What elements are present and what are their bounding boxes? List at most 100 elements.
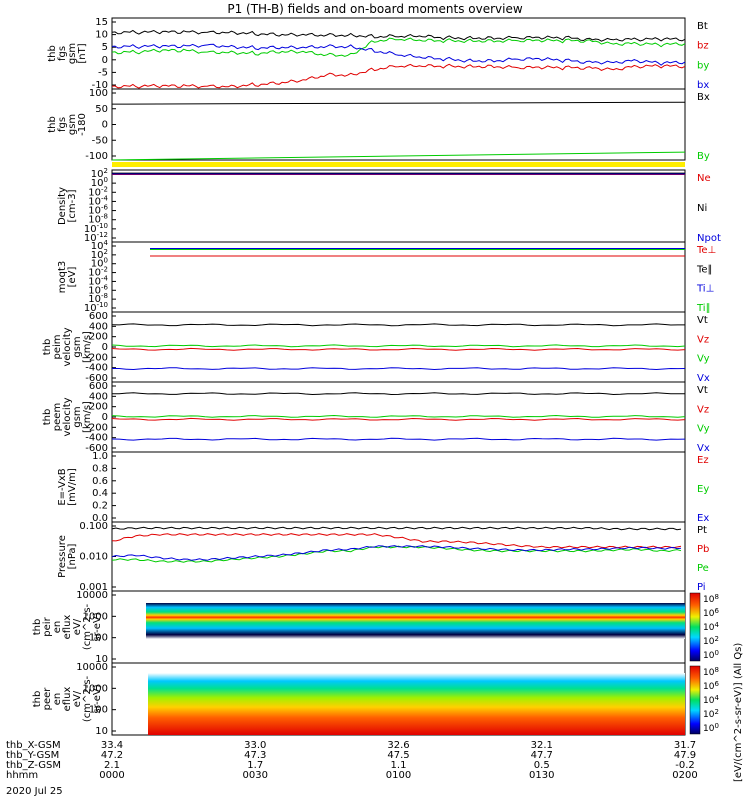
y-tick-label: 1000 xyxy=(83,683,108,694)
y-axis-label-line: sr-eV) xyxy=(92,684,103,713)
x-axis-value: -0.2 xyxy=(675,760,695,771)
y-axis-label-line: E=-VxB xyxy=(57,468,68,505)
x-axis-row-label: thb_Y-GSM xyxy=(6,750,59,761)
y-tick-label: 102 xyxy=(91,248,108,261)
y-axis-label-line: Density xyxy=(57,187,68,225)
x-axis-value: 47.7 xyxy=(531,750,553,761)
x-axis-value: 0100 xyxy=(386,770,411,781)
series-line-By xyxy=(111,151,686,161)
x-axis-row-label: thb_X-GSM xyxy=(6,740,61,751)
series-line-Pt xyxy=(111,526,682,531)
x-axis-value: 0.5 xyxy=(534,760,550,771)
legend-entry: Ey xyxy=(697,484,709,495)
y-tick-label: -600 xyxy=(85,373,108,384)
y-axis-label: E=-VxB [mV/m] xyxy=(57,468,78,506)
y-axis-label-line: gsm xyxy=(67,43,78,64)
colorbar-tick-label: 108 xyxy=(703,593,719,605)
y-tick-label: 600 xyxy=(89,381,108,392)
y-axis-label-line: velocity xyxy=(62,327,73,366)
legend-entry: bx xyxy=(697,80,709,91)
y-tick-label: 0 xyxy=(102,55,108,66)
legend-entry: Ne xyxy=(697,173,711,184)
y-axis-label-line: [km/s] xyxy=(82,401,93,433)
y-tick-label: 600 xyxy=(89,311,108,322)
y-tick-label: 50 xyxy=(95,104,108,115)
x-axis-value: 32.1 xyxy=(531,740,553,751)
legend-entry: Ez xyxy=(697,455,709,466)
y-tick-label: 100 xyxy=(91,176,108,189)
x-axis-value: 47.2 xyxy=(101,750,123,761)
series-line-bx xyxy=(111,43,686,66)
y-axis-label-line: [nPa] xyxy=(67,543,78,569)
y-tick-label: 10-4 xyxy=(88,274,108,287)
colorbar-tick-label: 106 xyxy=(703,680,719,692)
y-tick-label: 0 xyxy=(102,412,108,423)
x-axis-value: 2.1 xyxy=(104,760,120,771)
colorbar-tick-label: 104 xyxy=(703,694,719,706)
y-axis-label: Density [cm-3] xyxy=(57,187,78,225)
y-axis-label-line: [km/s] xyxy=(82,331,93,363)
y-tick-label: 0.010 xyxy=(79,552,108,563)
y-axis-label: thb peem velocity gsm [km/s] xyxy=(42,397,93,436)
legend-entry: Vy xyxy=(697,424,710,435)
y-axis-label-line: thb xyxy=(42,409,53,426)
y-tick-label: 100 xyxy=(91,257,108,270)
y-tick-label: 0.4 xyxy=(92,488,108,499)
y-axis-label-line: en xyxy=(52,621,63,634)
y-axis-label-line: eflux xyxy=(62,687,73,712)
y-tick-label: 10000 xyxy=(76,662,108,673)
y-tick-label: 0.001 xyxy=(79,582,108,593)
y-axis-label-line: thb xyxy=(32,619,43,636)
y-tick-label: 10000 xyxy=(76,590,108,601)
y-axis-label-line: peim xyxy=(52,334,63,359)
x-axis-row-label: thb_Z-GSM xyxy=(6,760,61,771)
colorbar-tick-label: 102 xyxy=(703,708,719,720)
y-axis-label-line: velocity xyxy=(62,397,73,436)
y-tick-label: 102 xyxy=(91,167,108,180)
y-tick-label: 0.2 xyxy=(92,501,108,512)
y-tick-label: 1.0 xyxy=(92,451,108,462)
plot-title: P1 (TH-B) fields and on-board moments ov… xyxy=(227,2,523,16)
y-axis-label-line: (cm^2-s- xyxy=(82,675,93,722)
series-line-Vy xyxy=(111,414,686,418)
y-tick-label: 100 xyxy=(89,88,108,99)
y-tick-label: -100 xyxy=(85,151,108,162)
colorbar-tick-label: 100 xyxy=(703,722,719,734)
y-tick-label: 10-8 xyxy=(88,292,108,305)
y-axis-label-line: peir xyxy=(42,616,53,636)
legend-entry: Te∥ xyxy=(696,264,713,275)
legend-entry: Pe xyxy=(697,563,709,574)
colorbar-ion xyxy=(689,592,701,662)
y-tick-label: 1000 xyxy=(83,611,108,622)
y-tick-label: -400 xyxy=(85,363,108,374)
y-tick-label: 10 xyxy=(95,726,108,737)
legend-entry: By xyxy=(697,151,710,162)
y-tick-label: 10 xyxy=(95,30,108,41)
y-axis-label: thb peir en eflux eV/(cm^2-s-sr-eV) xyxy=(32,603,103,650)
x-axis-value: 47.3 xyxy=(244,750,266,761)
legend-entry: bz xyxy=(697,41,709,52)
y-axis-label-line: Pressure xyxy=(57,535,68,578)
y-axis-label-line: eV/ xyxy=(72,690,83,707)
y-axis-label-line: gsm xyxy=(72,336,83,357)
legend-entry: Vz xyxy=(697,404,709,415)
y-axis-label-line: [eV] xyxy=(67,267,78,288)
y-tick-label: -600 xyxy=(85,443,108,454)
legend-entry: Te⊥ xyxy=(696,245,716,256)
legend-entry: Vx xyxy=(697,443,710,454)
x-axis-value: 33.0 xyxy=(244,740,266,751)
x-axis-value: 47.5 xyxy=(387,750,409,761)
legend-entry: Vy xyxy=(697,354,710,365)
y-tick-label: 200 xyxy=(89,332,108,343)
legend-entry: Vt xyxy=(697,315,708,326)
legend-entry: Npot xyxy=(697,233,721,244)
x-axis-value: 1.7 xyxy=(247,760,263,771)
y-axis-label-line: [mV/m] xyxy=(67,468,78,506)
y-tick-label: 200 xyxy=(89,402,108,413)
y-tick-label: 10-12 xyxy=(84,231,108,244)
y-axis-label-line: thb xyxy=(32,691,43,708)
panel-frame xyxy=(111,451,686,523)
y-axis-label: thb peer en eflux eV/(cm^2-s-sr-eV) xyxy=(32,675,103,722)
